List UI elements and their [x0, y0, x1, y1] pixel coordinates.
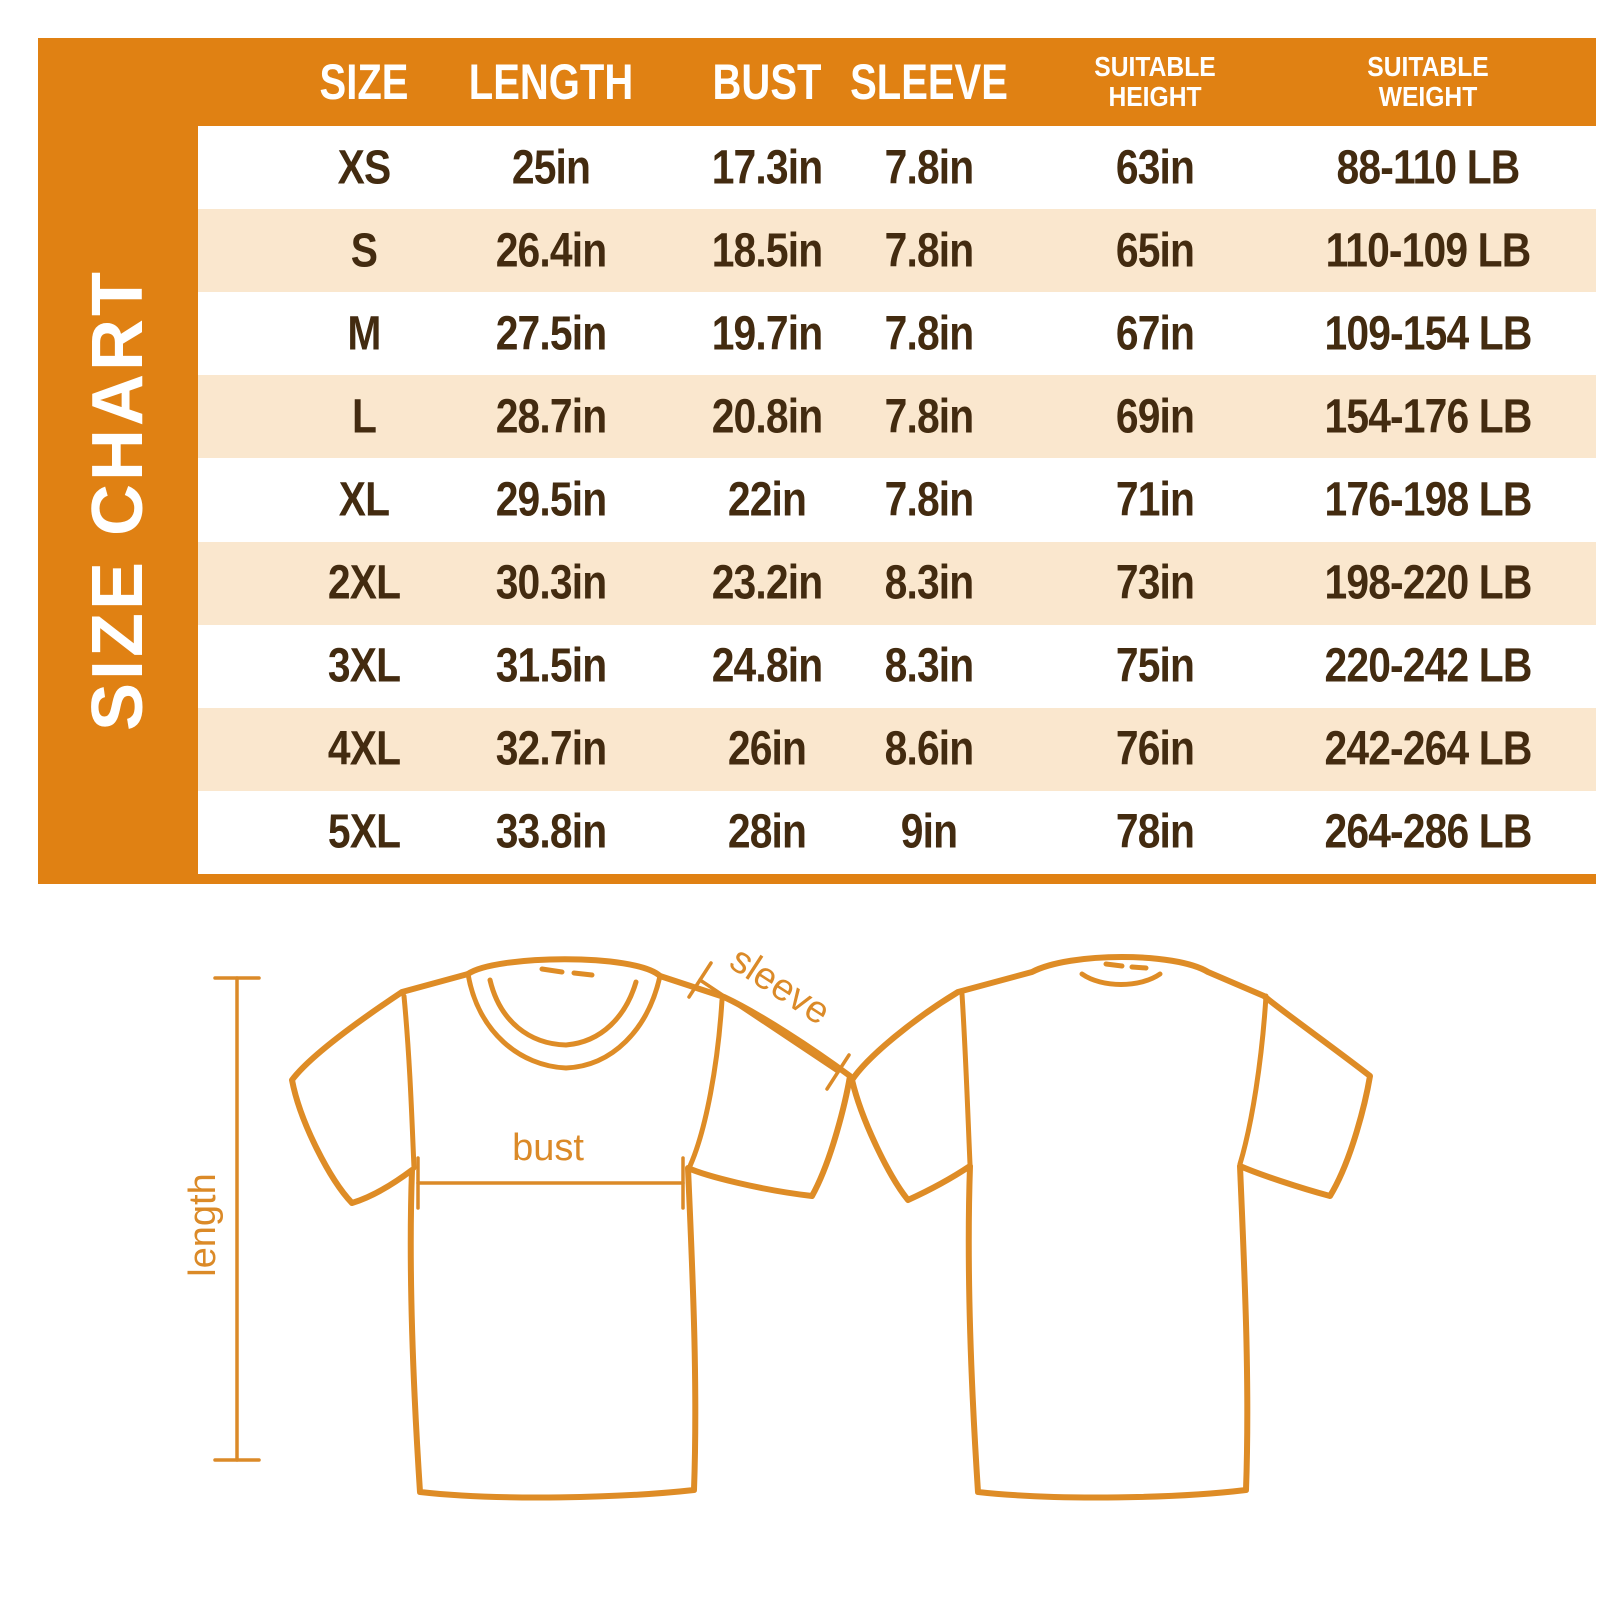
- value-cell: 27.5in: [495, 307, 607, 361]
- column-header-size: SIZE: [319, 54, 409, 110]
- front-armhole-seam-right: [687, 997, 725, 1169]
- value-cell: 25in: [511, 141, 591, 195]
- sleeve-label: sleeve: [723, 938, 838, 1033]
- value-cell: 7.8in: [884, 224, 975, 278]
- bust-label: bust: [512, 1127, 584, 1169]
- tshirt-measurement-diagram: length bust sleeve: [182, 938, 1373, 1501]
- value-cell: 264-286 LB: [1324, 805, 1533, 859]
- length-label: length: [182, 1173, 224, 1277]
- value-cell: 76in: [1115, 722, 1195, 776]
- value-cell: 26in: [727, 722, 807, 776]
- value-cell: 67in: [1115, 307, 1195, 361]
- value-cell: 88-110 LB: [1336, 141, 1521, 195]
- size-cell: XS: [337, 141, 392, 195]
- table-row: S 26.4in 18.5in 7.8in 65in 110-109 LB: [198, 209, 1596, 293]
- value-cell: 28.7in: [495, 390, 607, 444]
- column-header-suitable-height: SUITABLE HEIGHT: [1094, 50, 1216, 112]
- back-neck-stitch: [1103, 961, 1149, 971]
- size-cell: S: [350, 224, 378, 278]
- value-cell: 73in: [1115, 556, 1195, 610]
- value-cell: 8.3in: [884, 639, 975, 693]
- front-collar-stitch: [539, 966, 595, 978]
- column-header-suitable-weight: SUITABLE WEIGHT: [1367, 50, 1489, 112]
- table-row: 3XL 31.5in 24.8in 8.3in 75in 220-242 LB: [198, 624, 1596, 708]
- column-header-length: LENGTH: [468, 54, 634, 110]
- value-cell: 19.7in: [711, 307, 823, 361]
- front-collar-outer: [465, 971, 663, 1071]
- value-cell: 65in: [1115, 224, 1195, 278]
- table-header-row: SIZE LENGTH BUST SLEEVE SUITABLE HEIGHT …: [198, 38, 1596, 126]
- table-row: XL 29.5in 22in 7.8in 71in 176-198 LB: [198, 458, 1596, 542]
- value-cell: 33.8in: [495, 805, 607, 859]
- value-cell: 18.5in: [711, 224, 823, 278]
- value-cell: 20.8in: [711, 390, 823, 444]
- sleeve-measure-tick-right: [825, 1053, 851, 1091]
- value-cell: 7.8in: [884, 141, 975, 195]
- table-row: 4XL 32.7in 26in 8.6in 76in 242-264 LB: [198, 707, 1596, 791]
- value-cell: 31.5in: [495, 639, 607, 693]
- size-cell: 3XL: [327, 639, 401, 693]
- back-armhole-seam-right: [1237, 993, 1269, 1167]
- value-cell: 154-176 LB: [1324, 390, 1533, 444]
- sleeve-measure-line: [698, 978, 840, 1074]
- table-row: M 27.5in 19.7in 7.8in 67in 109-154 LB: [198, 292, 1596, 376]
- value-cell: 220-242 LB: [1324, 639, 1533, 693]
- value-cell: 9in: [900, 805, 958, 859]
- value-cell: 28in: [727, 805, 807, 859]
- value-cell: 63in: [1115, 141, 1195, 195]
- value-cell: 176-198 LB: [1324, 473, 1533, 527]
- value-cell: 198-220 LB: [1324, 556, 1533, 610]
- table-rows: XS 25in 17.3in 7.8in 63in 88-110 LB S 26.4in 18.…: [198, 126, 1596, 874]
- size-cell: XL: [338, 473, 390, 527]
- sleeve-measure-tick-left: [687, 961, 713, 999]
- page-title: SIZE CHART: [78, 269, 158, 731]
- size-cell: M: [347, 307, 381, 361]
- value-cell: 23.2in: [711, 556, 823, 610]
- value-cell: 7.8in: [884, 473, 975, 527]
- value-cell: 7.8in: [884, 307, 975, 361]
- front-collar-inner: [487, 977, 639, 1048]
- table-row: 2XL 30.3in 23.2in 8.3in 73in 198-220 LB: [198, 541, 1596, 625]
- value-cell: 75in: [1115, 639, 1195, 693]
- value-cell: 78in: [1115, 805, 1195, 859]
- value-cell: 242-264 LB: [1324, 722, 1533, 776]
- value-cell: 8.6in: [884, 722, 975, 776]
- size-cell: L: [351, 390, 377, 444]
- table-row: L 28.7in 20.8in 7.8in 69in 154-176 LB: [198, 375, 1596, 459]
- value-cell: 7.8in: [884, 390, 975, 444]
- value-cell: 22in: [727, 473, 807, 527]
- value-cell: 26.4in: [495, 224, 607, 278]
- value-cell: 109-154 LB: [1324, 307, 1533, 361]
- value-cell: 69in: [1115, 390, 1195, 444]
- size-cell: 4XL: [327, 722, 401, 776]
- value-cell: 32.7in: [495, 722, 607, 776]
- value-cell: 110-109 LB: [1325, 224, 1532, 278]
- column-header-bust: BUST: [712, 54, 822, 110]
- size-cell: 2XL: [327, 556, 401, 610]
- front-collar-top: [465, 956, 663, 979]
- value-cell: 24.8in: [711, 639, 823, 693]
- size-chart-table: SIZE CHART SIZE LENGTH BUST SLEEVE SUITA…: [38, 38, 1596, 884]
- value-cell: 29.5in: [495, 473, 607, 527]
- front-armhole-seam-left: [401, 993, 417, 1171]
- column-header-sleeve: SLEEVE: [850, 54, 1008, 110]
- value-cell: 30.3in: [495, 556, 607, 610]
- back-armhole-seam-left: [959, 991, 973, 1167]
- size-cell: 5XL: [327, 805, 401, 859]
- value-cell: 71in: [1115, 473, 1195, 527]
- value-cell: 8.3in: [884, 556, 975, 610]
- value-cell: 17.3in: [711, 141, 823, 195]
- table-row: 5XL 33.8in 28in 9in 78in 264-286 LB: [198, 790, 1596, 874]
- back-shirt-outline: [849, 954, 1373, 1501]
- table-row: XS 25in 17.3in 7.8in 63in 88-110 LB: [198, 126, 1596, 210]
- front-shirt-outline: [289, 971, 853, 1501]
- back-neck-inner: [1079, 971, 1163, 987]
